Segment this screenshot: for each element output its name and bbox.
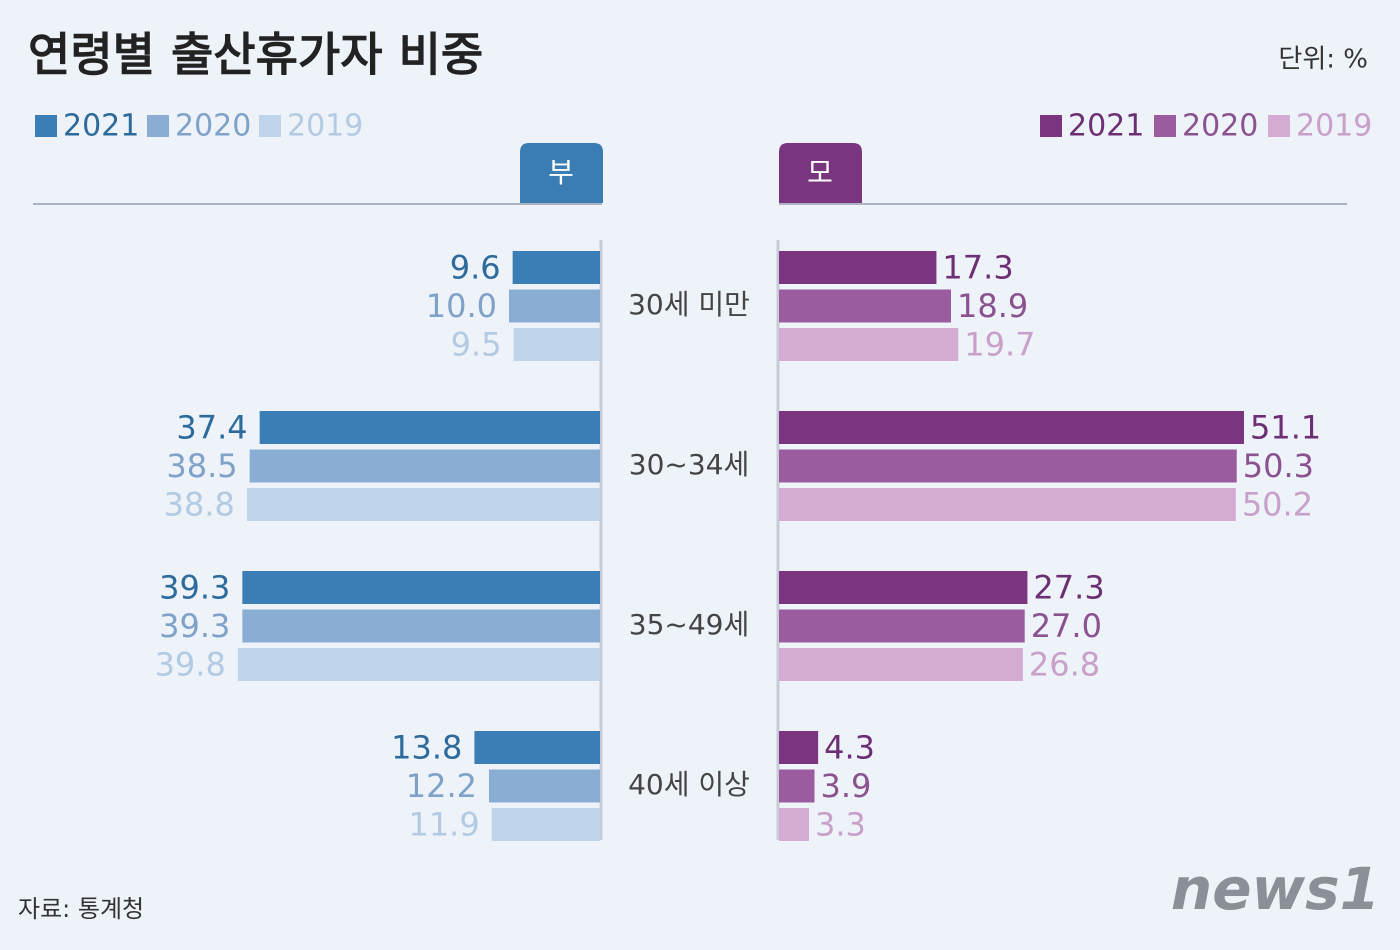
bar xyxy=(512,251,600,284)
legend-label: 2020 xyxy=(175,109,251,144)
data-label: 51.1 xyxy=(1250,409,1321,447)
legend-swatch xyxy=(1268,115,1290,137)
data-label: 3.9 xyxy=(820,767,871,805)
bar xyxy=(242,571,600,604)
data-label: 17.3 xyxy=(942,249,1013,287)
bar xyxy=(779,571,1028,604)
legend-swatch xyxy=(1154,115,1176,137)
data-label: 38.8 xyxy=(164,486,235,524)
legend-label: 2021 xyxy=(63,109,139,144)
data-label: 37.4 xyxy=(176,409,247,447)
category-label: 35~49세 xyxy=(629,608,749,641)
data-label: 27.3 xyxy=(1033,569,1104,607)
bar xyxy=(779,411,1245,444)
group-label: 부 xyxy=(548,156,574,189)
category-label: 30세 미만 xyxy=(628,288,750,321)
logo: news1 xyxy=(1171,855,1380,923)
bar xyxy=(513,328,600,361)
legend-swatch xyxy=(1040,115,1062,137)
group-tab xyxy=(520,143,603,203)
bar xyxy=(488,769,600,803)
data-label: 4.3 xyxy=(824,729,875,767)
bar xyxy=(246,488,601,521)
bar xyxy=(259,411,600,444)
category-label: 30~34세 xyxy=(629,448,749,481)
data-label: 39.3 xyxy=(159,607,230,645)
bar xyxy=(779,769,815,803)
data-label: 26.8 xyxy=(1029,646,1100,684)
data-label: 50.2 xyxy=(1242,486,1313,524)
source-note: 자료: 통계청 xyxy=(18,895,144,923)
data-label: 11.9 xyxy=(408,806,479,844)
bar xyxy=(779,609,1025,643)
data-label: 38.5 xyxy=(166,447,237,485)
data-label: 9.5 xyxy=(451,326,502,364)
data-label: 50.3 xyxy=(1243,447,1314,485)
bar xyxy=(779,731,819,764)
bar xyxy=(491,808,600,841)
bar xyxy=(779,488,1236,521)
data-label: 18.9 xyxy=(957,287,1028,325)
data-label: 10.0 xyxy=(426,287,497,325)
data-label: 12.2 xyxy=(406,767,477,805)
unit-note: 단위: % xyxy=(1278,45,1368,75)
bar xyxy=(779,808,810,841)
legend-label: 2020 xyxy=(1182,109,1258,144)
bar xyxy=(237,648,600,681)
chart-title: 연령별 출산휴가자 비중 xyxy=(28,28,483,82)
legend-swatch xyxy=(147,115,169,137)
legend-label: 2019 xyxy=(287,109,363,144)
data-label: 27.0 xyxy=(1031,607,1102,645)
bar xyxy=(242,609,600,643)
bar xyxy=(779,648,1023,681)
bar xyxy=(509,289,600,323)
bar xyxy=(779,328,959,361)
group-label: 모 xyxy=(807,156,833,189)
data-label: 9.6 xyxy=(450,249,501,287)
data-label: 39.8 xyxy=(155,646,226,684)
legend-swatch xyxy=(35,115,57,137)
legend-swatch xyxy=(259,115,281,137)
category-label: 40세 이상 xyxy=(628,768,750,801)
data-label: 3.3 xyxy=(815,806,866,844)
bar xyxy=(474,731,600,764)
bar xyxy=(249,449,600,483)
bar xyxy=(779,289,951,323)
data-label: 39.3 xyxy=(159,569,230,607)
bar xyxy=(779,449,1237,483)
data-label: 13.8 xyxy=(391,729,462,767)
legend-label: 2019 xyxy=(1296,109,1372,144)
data-label: 19.7 xyxy=(964,326,1035,364)
legend-label: 2021 xyxy=(1068,109,1144,144)
group-tab xyxy=(779,143,862,203)
bar xyxy=(779,251,937,284)
